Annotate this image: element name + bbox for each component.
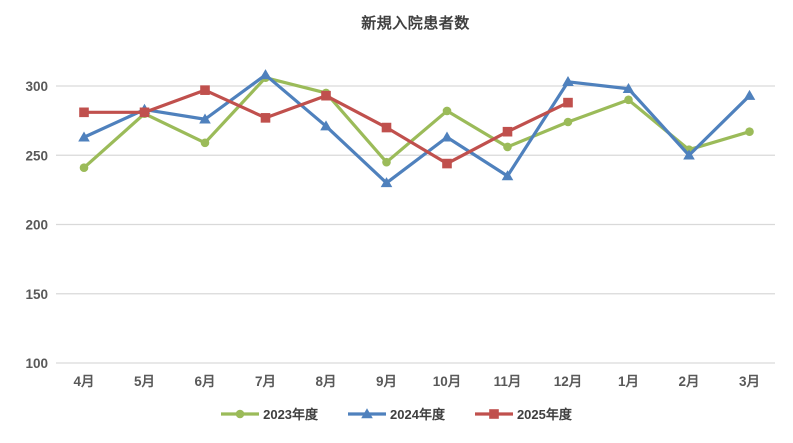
legend-item-2023: 2023年度 — [221, 404, 318, 423]
legend-marker-shape-2024 — [361, 407, 373, 418]
series-marker-2025 — [321, 90, 331, 101]
y-axis-tick-label: 150 — [25, 287, 48, 302]
series-marker-2023 — [624, 95, 633, 105]
series-marker-2025 — [381, 122, 392, 133]
series-marker-2024 — [441, 131, 453, 142]
series-marker-2023 — [200, 138, 210, 148]
series-marker-2025 — [442, 158, 452, 169]
series-marker-2024 — [199, 113, 211, 124]
series-marker-2024 — [380, 177, 393, 188]
x-axis-tick-label: 9月 — [376, 374, 397, 389]
series-2024 — [78, 69, 756, 188]
x-axis-tick-label: 5月 — [134, 374, 155, 389]
x-axis-tick-label: 8月 — [315, 374, 336, 389]
x-axis-tick-label: 11月 — [494, 374, 522, 389]
series-marker-2024 — [622, 82, 635, 93]
series-marker-2025 — [79, 107, 89, 118]
series-marker-2024 — [743, 89, 756, 100]
series-marker-2024 — [501, 170, 514, 181]
x-axis-tick-label: 1月 — [618, 374, 639, 389]
series-marker-2025 — [200, 85, 210, 95]
legend-label-2024: 2024年度 — [390, 407, 445, 422]
x-axis-tick-label: 2月 — [678, 374, 699, 389]
x-axis-tick-label: 6月 — [194, 374, 215, 389]
series-marker-2024 — [562, 76, 574, 87]
series-marker-2025 — [260, 113, 271, 123]
series-marker-2024 — [683, 149, 695, 160]
legend-label-2023: 2023年度 — [263, 407, 319, 422]
legend-marker-shape-2023 — [235, 409, 245, 418]
x-axis-tick-label: 7月 — [255, 374, 276, 389]
series-marker-2025 — [139, 107, 150, 118]
series-marker-2024 — [78, 131, 90, 142]
chart-title: 新規入院患者数 — [361, 15, 470, 32]
x-axis-tick-label: 4月 — [73, 374, 94, 389]
y-axis-tick-label: 100 — [25, 356, 48, 371]
y-axis-tick-label: 200 — [25, 218, 48, 233]
series-marker-2025 — [502, 126, 513, 137]
series-marker-2023 — [503, 142, 512, 152]
legend-marker-2025 — [474, 408, 513, 419]
x-axis-tick-label: 3月 — [739, 374, 760, 389]
x-axis-tick-label: 10月 — [433, 374, 462, 389]
series-line-2023 — [82, 76, 752, 170]
series-marker-2024 — [259, 69, 272, 80]
series-marker-2023 — [745, 127, 754, 137]
series-marker-2025 — [563, 97, 573, 108]
series-2025 — [79, 85, 573, 169]
legend-marker-shape-2025 — [489, 408, 499, 419]
series-marker-2023 — [563, 117, 573, 127]
x-axis-tick-label: 12月 — [554, 374, 583, 389]
legend-item-2025: 2025年度 — [474, 404, 572, 423]
series-marker-2023 — [442, 106, 452, 116]
series-line-2024 — [82, 73, 752, 185]
y-axis-tick-label: 300 — [25, 79, 48, 94]
series-2023 — [79, 73, 754, 173]
y-axis-tick-label: 250 — [25, 148, 48, 163]
series-marker-2024 — [320, 120, 332, 131]
series-marker-2023 — [79, 163, 89, 173]
legend-label-2025: 2025年度 — [516, 407, 572, 422]
series-marker-2023 — [382, 157, 391, 167]
legend-marker-2023 — [221, 409, 260, 418]
legend-marker-2024 — [348, 407, 387, 418]
chart-legend: 2023年度 2024年度 2025年度 — [0, 404, 793, 423]
legend-item-2024: 2024年度 — [348, 404, 445, 423]
